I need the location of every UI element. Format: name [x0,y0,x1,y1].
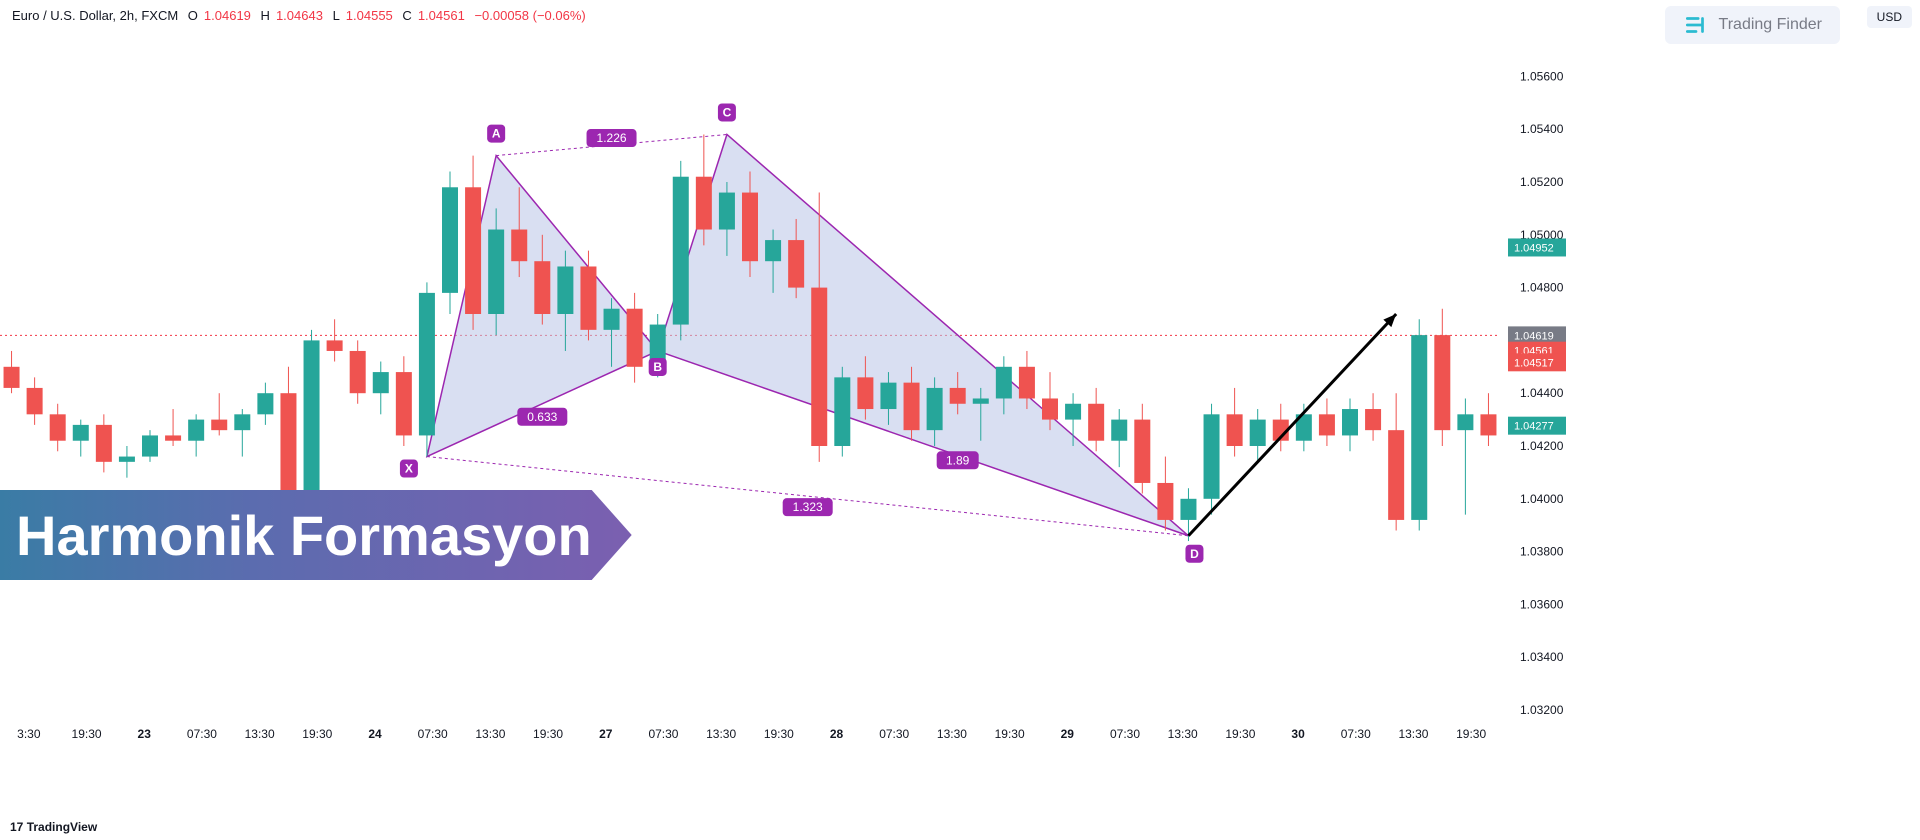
svg-text:D: D [1190,547,1199,561]
svg-text:19:30: 19:30 [302,727,332,741]
svg-text:19:30: 19:30 [533,727,563,741]
svg-text:1.03200: 1.03200 [1520,703,1564,717]
svg-text:1.04619: 1.04619 [1514,330,1554,342]
svg-text:1.04800: 1.04800 [1520,281,1564,295]
svg-text:1.05400: 1.05400 [1520,122,1564,136]
svg-text:07:30: 07:30 [1341,727,1371,741]
currency-badge[interactable]: USD [1867,6,1912,28]
svg-text:1.89: 1.89 [946,453,970,467]
svg-text:A: A [492,127,501,141]
svg-text:1.05200: 1.05200 [1520,175,1564,189]
svg-text:23: 23 [138,727,152,741]
title-text: Harmonik Formasyon [16,503,592,568]
svg-text:X: X [405,462,413,476]
svg-text:30: 30 [1291,727,1305,741]
svg-text:19:30: 19:30 [1456,727,1486,741]
ohlc-c: 1.04561 [418,8,465,23]
svg-text:1.04400: 1.04400 [1520,386,1564,400]
ohlc-l-label: L [333,8,340,23]
svg-text:07:30: 07:30 [418,727,448,741]
price-chart[interactable]: X A B C D 1.226 0.633 1.89 1.323 1.03200 1.03400 1.… [0,30,1920,790]
ohlc-o: 1.04619 [204,8,251,23]
svg-text:1.04000: 1.04000 [1520,492,1564,506]
ohlc-l: 1.04555 [346,8,393,23]
svg-text:3:30: 3:30 [17,727,41,741]
svg-text:27: 27 [599,727,613,741]
ohlc-change: −0.00058 (−0.06%) [474,8,585,23]
svg-text:13:30: 13:30 [937,727,967,741]
svg-text:B: B [653,360,662,374]
ohlc-h: 1.04643 [276,8,323,23]
svg-text:1.03400: 1.03400 [1520,650,1564,664]
svg-text:07:30: 07:30 [1110,727,1140,741]
svg-text:07:30: 07:30 [879,727,909,741]
svg-text:13:30: 13:30 [1398,727,1428,741]
ohlc-h-label: H [261,8,270,23]
svg-text:29: 29 [1061,727,1075,741]
svg-text:13:30: 13:30 [1168,727,1198,741]
svg-text:1.04277: 1.04277 [1514,421,1554,433]
svg-text:1.03800: 1.03800 [1520,545,1564,559]
svg-text:13:30: 13:30 [475,727,505,741]
ohlc-o-label: O [188,8,198,23]
svg-text:1.05600: 1.05600 [1520,69,1564,83]
svg-text:07:30: 07:30 [648,727,678,741]
svg-text:0.633: 0.633 [527,410,557,424]
ohlc-c-label: C [402,8,411,23]
svg-text:19:30: 19:30 [72,727,102,741]
svg-text:13:30: 13:30 [245,727,275,741]
svg-text:19:30: 19:30 [1225,727,1255,741]
svg-text:1.04952: 1.04952 [1514,242,1554,254]
symbol-header: Euro / U.S. Dollar, 2h, FXCM O1.04619 H1… [12,8,592,23]
symbol-name: Euro / U.S. Dollar, 2h, FXCM [12,8,178,23]
svg-text:1.03600: 1.03600 [1520,597,1564,611]
svg-text:1.04517: 1.04517 [1514,357,1554,369]
svg-text:28: 28 [830,727,844,741]
svg-text:13:30: 13:30 [706,727,736,741]
tradingview-credit: ⁠17 TradingView [10,820,97,834]
svg-text:24: 24 [368,727,382,741]
svg-text:1.323: 1.323 [793,500,823,514]
svg-text:19:30: 19:30 [995,727,1025,741]
title-banner: Harmonik Formasyon [0,490,632,580]
svg-text:07:30: 07:30 [187,727,217,741]
svg-text:1.04200: 1.04200 [1520,439,1564,453]
svg-text:19:30: 19:30 [764,727,794,741]
svg-text:1.226: 1.226 [597,131,627,145]
svg-text:C: C [723,105,732,119]
